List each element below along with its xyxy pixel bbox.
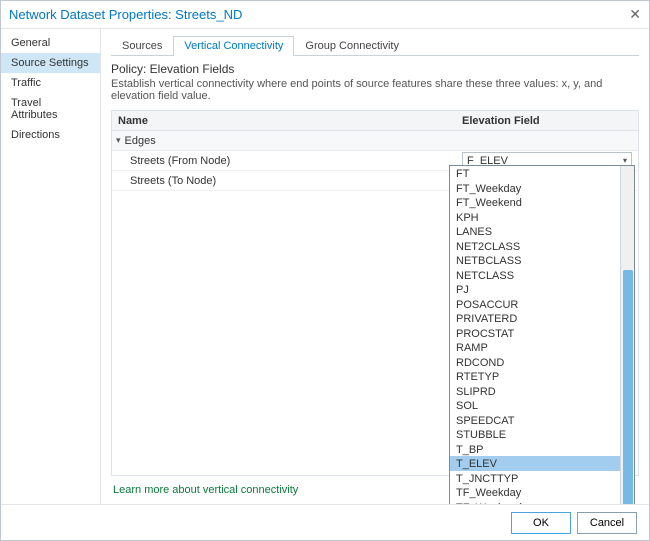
dropdown-option[interactable]: T_BP — [450, 442, 620, 457]
grid-header: Name Elevation Field — [112, 111, 638, 131]
close-icon[interactable]: ✕ — [629, 6, 641, 23]
main-panel: SourcesVertical ConnectivityGroup Connec… — [101, 29, 649, 504]
dropdown-option[interactable]: RAMP — [450, 340, 620, 355]
dropdown-option[interactable]: RDCOND — [450, 355, 620, 370]
dropdown-option[interactable]: POSACCUR — [450, 297, 620, 312]
dropdown-option[interactable]: FT_Weekend — [450, 195, 620, 210]
group-edges[interactable]: ▾ Edges — [112, 131, 638, 151]
dialog-footer: OK Cancel — [1, 504, 649, 540]
policy-title: Policy: Elevation Fields — [111, 62, 639, 76]
sidebar-item-traffic[interactable]: Traffic — [1, 73, 100, 93]
group-label: Edges — [125, 135, 156, 147]
dropdown-option[interactable]: FT_Weekday — [450, 181, 620, 196]
dropdown-option[interactable]: TF_Weekend — [450, 500, 620, 505]
dropdown-option[interactable]: SOL — [450, 398, 620, 413]
dropdown-option[interactable]: FT — [450, 166, 620, 181]
sidebar-item-travel-attributes[interactable]: Travel Attributes — [1, 93, 100, 125]
column-name[interactable]: Name — [112, 113, 458, 129]
dropdown-option[interactable]: NET2CLASS — [450, 239, 620, 254]
dropdown-option[interactable]: T_ELEV — [450, 456, 620, 471]
chevron-down-icon: ▾ — [623, 156, 627, 165]
dropdown-option[interactable]: RTETYP — [450, 369, 620, 384]
titlebar: Network Dataset Properties: Streets_ND ✕ — [1, 1, 649, 29]
dropdown-option[interactable]: PRIVATERD — [450, 311, 620, 326]
dialog-body: GeneralSource SettingsTrafficTravel Attr… — [1, 29, 649, 504]
tab-sources[interactable]: Sources — [111, 36, 173, 56]
dropdown-option[interactable]: TF_Weekday — [450, 485, 620, 500]
tab-group-connectivity[interactable]: Group Connectivity — [294, 36, 410, 56]
dialog-window: Network Dataset Properties: Streets_ND ✕… — [0, 0, 650, 541]
elevation-field-dropdown[interactable]: FTFT_WeekdayFT_WeekendKPHLANESNET2CLASSN… — [449, 165, 635, 504]
sidebar: GeneralSource SettingsTrafficTravel Attr… — [1, 29, 101, 504]
sidebar-item-source-settings[interactable]: Source Settings — [1, 53, 100, 73]
dropdown-option[interactable]: SLIPRD — [450, 384, 620, 399]
dropdown-option[interactable]: KPH — [450, 210, 620, 225]
dropdown-option[interactable]: NETCLASS — [450, 268, 620, 283]
dropdown-option[interactable]: T_JNCTTYP — [450, 471, 620, 486]
dropdown-option[interactable]: NETBCLASS — [450, 253, 620, 268]
dropdown-scrollbar[interactable] — [620, 166, 634, 504]
dropdown-option[interactable]: PJ — [450, 282, 620, 297]
dropdown-option[interactable]: STUBBLE — [450, 427, 620, 442]
cancel-button[interactable]: Cancel — [577, 512, 637, 534]
dropdown-option[interactable]: SPEEDCAT — [450, 413, 620, 428]
tab-strip: SourcesVertical ConnectivityGroup Connec… — [111, 35, 639, 56]
chevron-down-icon: ▾ — [116, 135, 121, 146]
dropdown-option[interactable]: LANES — [450, 224, 620, 239]
sidebar-item-general[interactable]: General — [1, 33, 100, 53]
tab-vertical-connectivity[interactable]: Vertical Connectivity — [173, 36, 294, 56]
window-title: Network Dataset Properties: Streets_ND — [9, 7, 242, 22]
dropdown-option[interactable]: PROCSTAT — [450, 326, 620, 341]
sidebar-item-directions[interactable]: Directions — [1, 125, 100, 145]
dropdown-scroll-thumb[interactable] — [623, 270, 633, 504]
ok-button[interactable]: OK — [511, 512, 571, 534]
dropdown-list: FTFT_WeekdayFT_WeekendKPHLANESNET2CLASSN… — [450, 166, 620, 504]
column-elevation-field[interactable]: Elevation Field — [458, 113, 638, 129]
policy-description: Establish vertical connectivity where en… — [111, 78, 639, 102]
row-name: Streets (To Node) — [112, 173, 458, 189]
row-name: Streets (From Node) — [112, 153, 458, 169]
